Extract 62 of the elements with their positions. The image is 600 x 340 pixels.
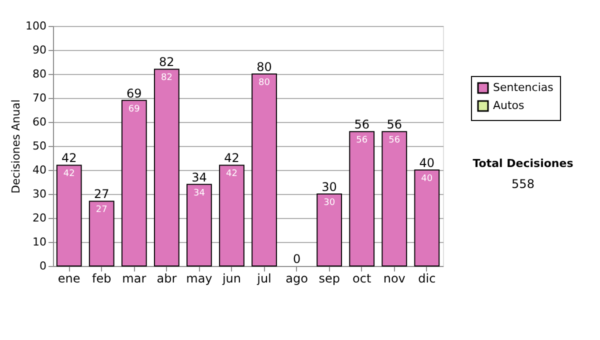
bar bbox=[349, 131, 375, 266]
total-label: 0 bbox=[292, 252, 301, 266]
total-label: 42 bbox=[61, 151, 77, 166]
bar bbox=[252, 74, 277, 266]
total-label: 34 bbox=[192, 170, 207, 184]
total-label: 82 bbox=[159, 55, 174, 70]
bar bbox=[88, 200, 114, 266]
y-tick-label: 50 bbox=[32, 140, 46, 152]
y-tick-label: 100 bbox=[26, 20, 46, 32]
bar bbox=[56, 164, 82, 266]
total-label: 27 bbox=[94, 187, 110, 202]
y-tick-label: 0 bbox=[40, 260, 46, 272]
legend-label: Autos bbox=[493, 99, 525, 112]
x-tick-label: oct bbox=[352, 272, 372, 286]
data-label: 42 bbox=[63, 169, 75, 180]
total-label: 30 bbox=[322, 180, 337, 194]
data-label: 42 bbox=[226, 169, 238, 180]
y-tick-label: 90 bbox=[32, 44, 46, 56]
bar bbox=[316, 194, 342, 266]
total-label: 56 bbox=[386, 118, 402, 132]
data-label: 30 bbox=[324, 198, 336, 208]
x-tick-label: feb bbox=[92, 272, 112, 286]
x-tick-label: abr bbox=[156, 272, 177, 286]
y-tick-label: 30 bbox=[32, 188, 46, 200]
legend-label: Sentencias bbox=[493, 81, 554, 94]
y-tick-label: 70 bbox=[32, 92, 46, 104]
y-axis-title: Decisiones Anual bbox=[10, 99, 23, 194]
total-label: 42 bbox=[224, 151, 240, 166]
data-label: 27 bbox=[96, 205, 108, 216]
bar bbox=[382, 131, 408, 266]
total-label: 56 bbox=[354, 118, 370, 132]
total-label: 69 bbox=[126, 86, 142, 100]
total-label: 80 bbox=[256, 60, 272, 74]
bar bbox=[414, 170, 440, 266]
bar bbox=[121, 100, 147, 266]
x-tick-label: ago bbox=[286, 272, 308, 286]
x-tick-label: mar bbox=[122, 272, 146, 286]
data-label: 56 bbox=[388, 136, 400, 146]
bar bbox=[154, 68, 180, 266]
y-tick-label: 60 bbox=[32, 116, 46, 128]
y-tick-label: 80 bbox=[32, 68, 46, 80]
x-tick-label: dic bbox=[418, 272, 436, 286]
data-label: 82 bbox=[160, 73, 172, 84]
y-tick-label: 10 bbox=[32, 236, 46, 248]
x-tick-label: jun bbox=[221, 272, 242, 286]
data-label: 34 bbox=[193, 188, 206, 198]
bar bbox=[219, 164, 244, 266]
total-label: 40 bbox=[419, 156, 435, 170]
x-tick-label: may bbox=[186, 272, 212, 286]
text: 558 bbox=[512, 177, 534, 191]
y-tick-label: 40 bbox=[32, 164, 46, 176]
data-label: 69 bbox=[128, 104, 140, 114]
bar bbox=[186, 184, 212, 266]
data-label: 80 bbox=[258, 78, 270, 88]
x-tick-label: ene bbox=[58, 272, 80, 286]
text: Total Decisiones bbox=[472, 157, 574, 170]
data-label: 56 bbox=[356, 136, 368, 146]
x-tick-label: sep bbox=[318, 272, 340, 286]
x-tick-label: jul bbox=[256, 272, 272, 286]
y-tick-label: 20 bbox=[32, 212, 46, 224]
x-tick-label: nov bbox=[383, 272, 406, 286]
data-label: 40 bbox=[421, 174, 433, 184]
